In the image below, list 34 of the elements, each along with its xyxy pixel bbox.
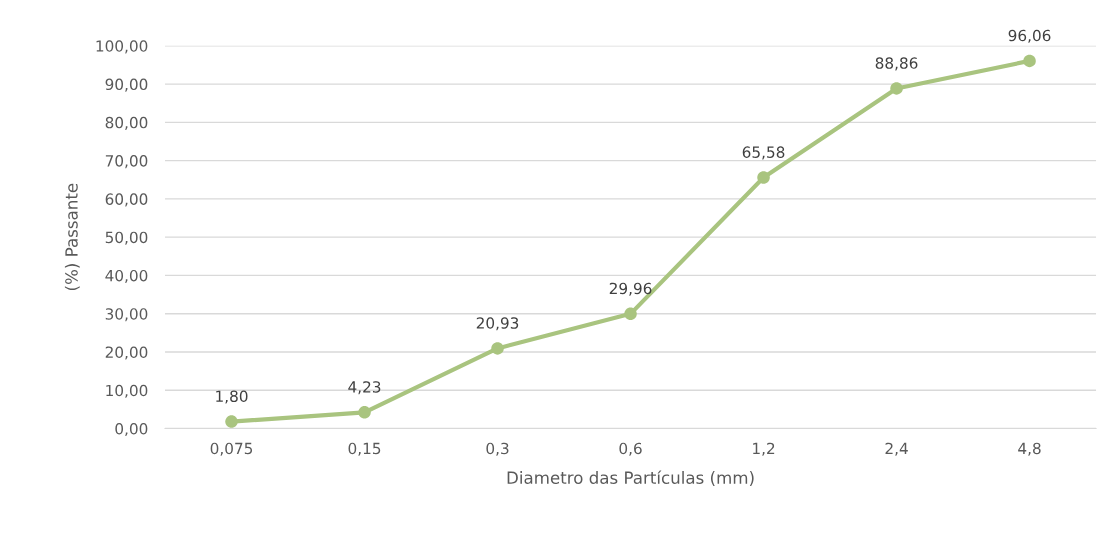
y-tick-label: 10,00	[106, 384, 148, 398]
y-tick-label: 0,00	[115, 422, 148, 437]
y-tick-label: 70,00	[105, 155, 148, 169]
x-tick-label: 1,2	[753, 442, 775, 456]
x-axis-title: Diametro das Partículas (mm)	[507, 470, 754, 486]
point	[757, 171, 770, 184]
x-tick-label: 0,6	[619, 442, 642, 456]
data-label: 65,58	[742, 146, 785, 160]
data-label: 88,86	[875, 57, 918, 71]
x-tick-label: 0,3	[486, 442, 509, 456]
data-label: 29,96	[609, 282, 652, 296]
y-tick-label: 50,00	[105, 231, 148, 245]
point	[1023, 54, 1036, 68]
y-tick-label: 20,00	[105, 346, 148, 360]
x-tick-label: 2,4	[885, 442, 908, 456]
point	[890, 82, 903, 95]
point	[491, 342, 504, 355]
data-label: 96,06	[1008, 29, 1051, 43]
x-tick-label: 0,15	[348, 442, 381, 456]
y-tick-label: 40,00	[105, 269, 148, 284]
point	[624, 307, 637, 321]
y-axis-title: (%) Passante	[64, 183, 80, 291]
x-tick-label: 4,8	[1018, 442, 1041, 456]
y-tick-label: 60,00	[105, 193, 148, 207]
data-label: 1,80	[216, 390, 248, 404]
y-tick-label: 90,00	[105, 78, 148, 92]
x-tick-label: 0,075	[210, 442, 253, 456]
data-label: 20,93	[476, 317, 519, 331]
data-label: 4,23	[348, 381, 381, 395]
y-tick-label: 100,00	[96, 40, 148, 54]
point	[225, 415, 238, 428]
point	[358, 406, 371, 419]
y-tick-label: 30,00	[105, 308, 148, 322]
y-tick-label: 80,00	[105, 116, 148, 130]
